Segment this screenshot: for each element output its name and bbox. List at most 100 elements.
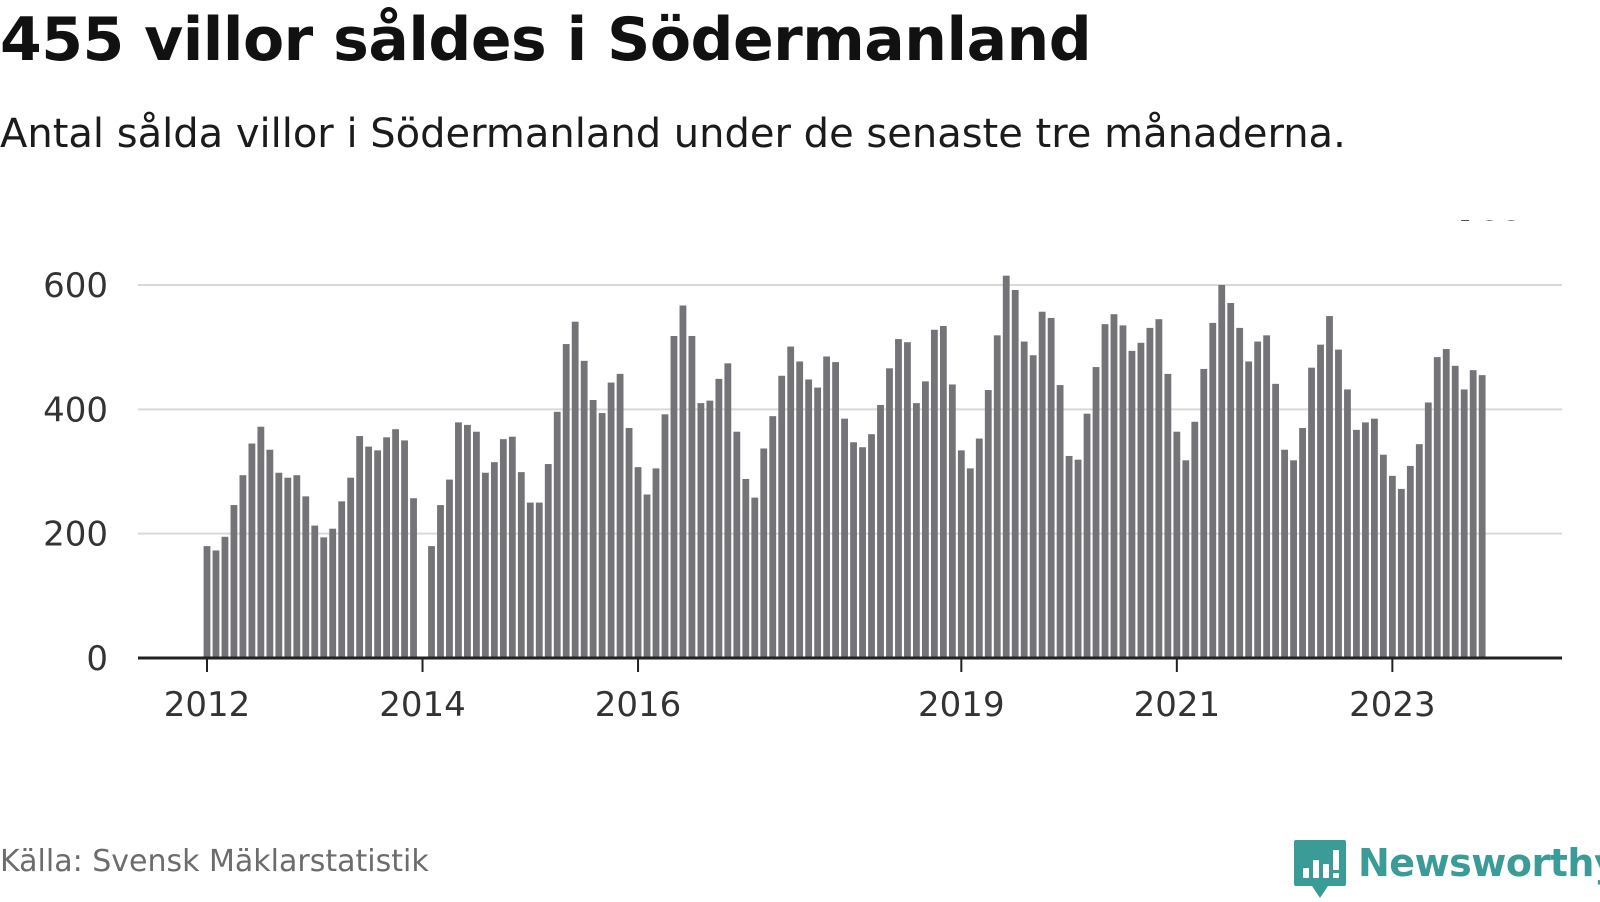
- bar: [904, 342, 911, 658]
- bar: [446, 479, 453, 658]
- bar: [913, 403, 920, 658]
- bar: [1056, 385, 1064, 658]
- bar: [1362, 422, 1369, 658]
- bar: [410, 498, 417, 658]
- bar: [1128, 350, 1136, 658]
- bar-chart: 0 200 400 600 2012 2014 2016 2019 2021 2023 455: [43, 220, 1562, 725]
- y-tick-label: 0: [86, 639, 108, 679]
- bar: [437, 505, 444, 658]
- bar: [787, 346, 795, 658]
- bar: [1353, 429, 1360, 658]
- bar: [365, 446, 373, 658]
- bar: [966, 468, 974, 658]
- bar: [715, 378, 723, 658]
- bar: [221, 536, 229, 658]
- bar: [1371, 418, 1378, 658]
- bar: [275, 472, 283, 658]
- bar: [1299, 427, 1306, 658]
- bar: [598, 413, 606, 658]
- bar: [1272, 383, 1280, 658]
- chart-title: 455 villor såldes i Södermanland: [0, 5, 1092, 75]
- bar: [625, 427, 633, 658]
- labels: 0 200 400 600 2012 2014 2016 2019 2021 2023 455: [43, 220, 1524, 725]
- bar: [868, 434, 875, 658]
- source-note: Källa: Svensk Mäklarstatistik: [0, 844, 429, 879]
- bar: [401, 440, 408, 658]
- bar-chart-speech-bubble-icon: [1294, 840, 1346, 898]
- bar: [464, 424, 471, 658]
- bar: [428, 546, 435, 658]
- bar: [212, 550, 220, 658]
- bar: [643, 494, 651, 658]
- bar: [778, 375, 786, 658]
- bar: [859, 447, 866, 658]
- bar: [922, 381, 929, 658]
- bar: [544, 464, 552, 658]
- x-tick-label: 2019: [918, 685, 1005, 725]
- bar: [356, 436, 364, 658]
- bar: [1442, 349, 1450, 658]
- bar: [481, 472, 489, 658]
- bar: [1254, 341, 1262, 658]
- chart-subtitle: Antal sålda villor i Södermanland under …: [0, 111, 1346, 157]
- bar: [1029, 355, 1037, 658]
- bar: [1218, 285, 1226, 658]
- bar: [455, 422, 462, 658]
- bars: [203, 275, 1486, 658]
- bar: [975, 438, 983, 658]
- bar: [751, 497, 759, 658]
- bar: [895, 339, 902, 658]
- bar: [571, 321, 579, 658]
- bar: [742, 478, 750, 658]
- bar: [1020, 341, 1028, 658]
- bar: [1065, 455, 1073, 658]
- bar: [679, 305, 687, 658]
- bar: [257, 426, 265, 658]
- bar: [1110, 314, 1118, 658]
- bar: [1317, 344, 1324, 658]
- bar: [706, 400, 714, 658]
- bar: [1164, 373, 1172, 658]
- bar: [670, 335, 678, 658]
- bar: [499, 439, 507, 658]
- bar: [374, 450, 382, 658]
- bar: [1002, 275, 1010, 658]
- bar: [634, 467, 642, 658]
- bar: [1209, 322, 1217, 658]
- x-tick-label: 2014: [379, 685, 466, 725]
- bar: [248, 443, 256, 658]
- axes: [138, 656, 1562, 672]
- x-tick-label: 2021: [1134, 685, 1221, 725]
- bar: [338, 501, 346, 658]
- bar: [526, 502, 534, 658]
- bar: [1173, 431, 1181, 658]
- y-tick-label: 600: [43, 266, 108, 306]
- brand-logo: Newsworthy: [1292, 838, 1600, 902]
- bar: [661, 414, 669, 658]
- bar: [302, 496, 310, 658]
- bar: [616, 373, 624, 658]
- bar: [473, 431, 480, 658]
- bar: [320, 537, 328, 658]
- bar: [1344, 389, 1351, 658]
- bar: [347, 477, 355, 658]
- bar: [1326, 316, 1333, 658]
- bar: [1406, 465, 1414, 658]
- bar: [1415, 444, 1423, 658]
- data-label-latest: 455: [1459, 220, 1524, 229]
- bar: [697, 403, 705, 658]
- bar: [329, 528, 337, 658]
- bar: [392, 429, 399, 658]
- bar: [562, 344, 570, 658]
- bar: [1451, 365, 1459, 658]
- bar: [293, 475, 301, 658]
- bar: [1245, 361, 1253, 658]
- bar: [1191, 421, 1199, 658]
- bar: [607, 382, 615, 658]
- bar: [1397, 488, 1405, 658]
- bar: [724, 363, 732, 658]
- bar: [769, 416, 777, 658]
- bar: [1281, 449, 1288, 658]
- bar: [580, 360, 588, 658]
- bar: [311, 525, 319, 658]
